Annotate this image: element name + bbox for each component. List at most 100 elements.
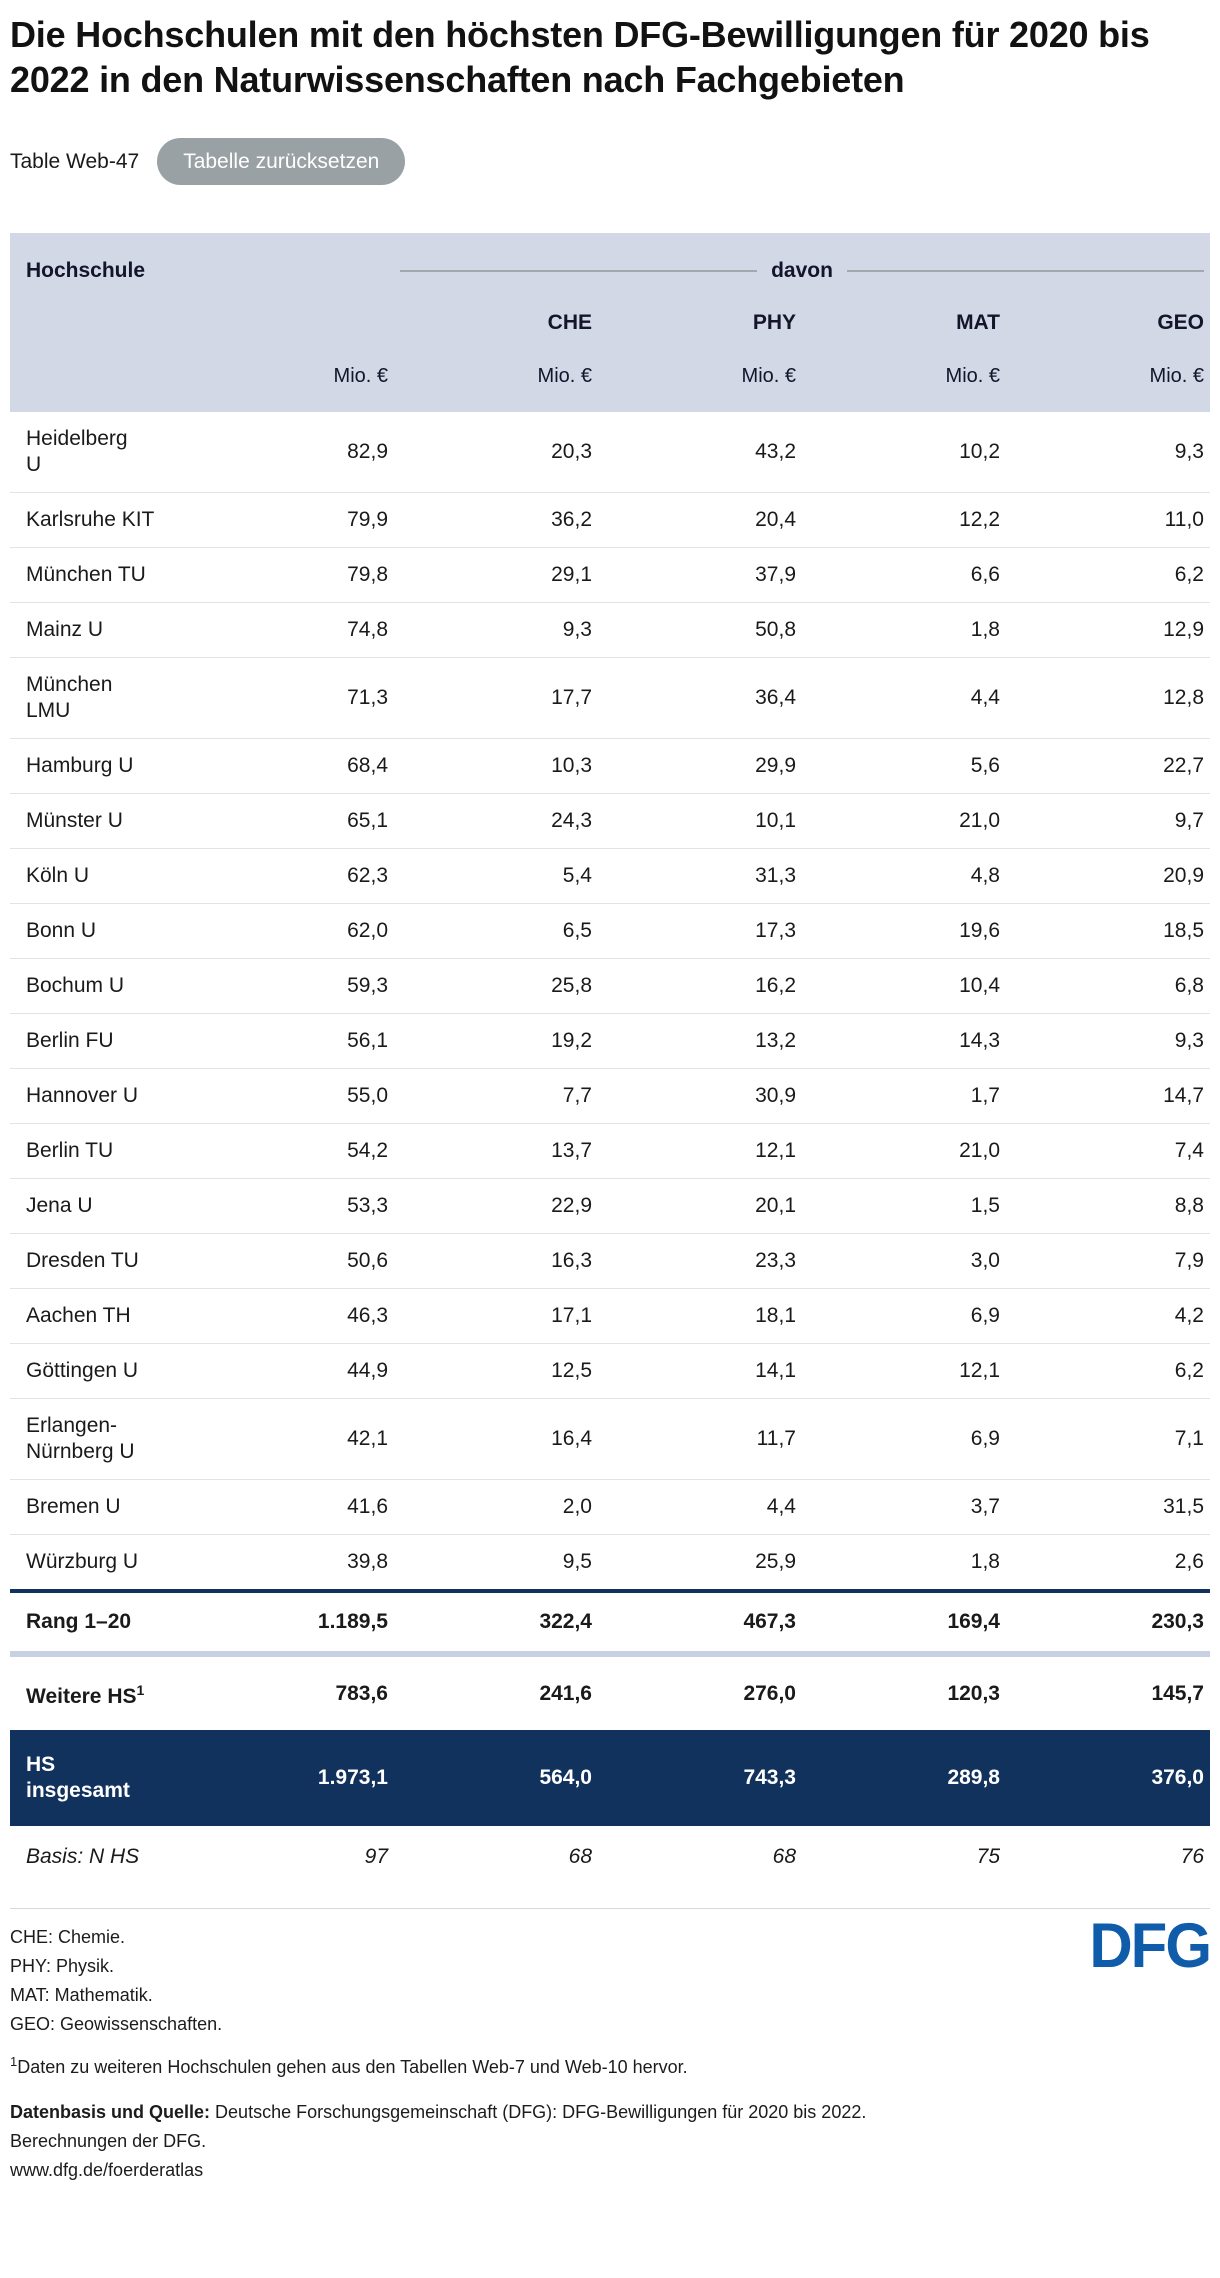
- cell-value: 7,1: [1006, 1398, 1210, 1480]
- cell-value: 29,1: [394, 547, 598, 603]
- cell-value: 56,1: [190, 1013, 394, 1069]
- cell-value: 230,3: [1006, 1589, 1210, 1657]
- cell-hochschule: Jena U: [10, 1178, 190, 1234]
- column-header-mat[interactable]: MAT: [802, 293, 1006, 349]
- cell-hochschule: Heidelberg U: [26, 427, 128, 476]
- cell-value: 14,7: [1006, 1068, 1210, 1124]
- cell-value: 3,0: [802, 1233, 1006, 1289]
- cell-rang-label: Rang 1–20: [10, 1589, 190, 1657]
- cell-value: 68: [568, 1845, 592, 1868]
- cell-value: 20,1: [598, 1178, 802, 1234]
- cell-value: 6,2: [1006, 547, 1210, 603]
- cell-value: 1,7: [802, 1068, 1006, 1124]
- cell-value: 54,2: [190, 1123, 394, 1179]
- column-header-phy[interactable]: PHY: [598, 293, 802, 349]
- header-spacer: [10, 293, 190, 349]
- cell-value: 22,9: [394, 1178, 598, 1234]
- cell-value: 7,4: [1006, 1123, 1210, 1179]
- cell-value: 76: [1180, 1845, 1204, 1868]
- cell-weitere-label: Weitere HS1: [26, 1682, 145, 1708]
- unit-label: Mio. €: [802, 349, 1006, 412]
- cell-value: 75: [976, 1845, 1000, 1868]
- cell-value: 71,3: [190, 657, 394, 739]
- cell-hochschule: Aachen TH: [10, 1288, 190, 1344]
- table-row-weitere-hs: Weitere HS1 783,6 241,6 276,0 120,3 145,…: [10, 1654, 1210, 1730]
- cell-value: 4,2: [1006, 1288, 1210, 1344]
- abbreviation-phy: PHY: Physik.: [10, 1956, 115, 1976]
- cell-value: 376,0: [1006, 1730, 1210, 1826]
- cell-basis-label: Basis: N HS: [26, 1845, 140, 1868]
- header-spacer: [10, 349, 190, 412]
- cell-value: 14,1: [598, 1343, 802, 1399]
- cell-value: 74,8: [190, 602, 394, 658]
- davon-label: davon: [771, 259, 833, 282]
- cell-value: 783,6: [335, 1681, 388, 1705]
- cell-value: 3,7: [802, 1479, 1006, 1535]
- cell-value: 19,2: [394, 1013, 598, 1069]
- cell-hochschule: Münster U: [10, 793, 190, 849]
- cell-value: 5,6: [802, 738, 1006, 794]
- cell-value: 20,4: [598, 492, 802, 548]
- header-spacer: [190, 293, 394, 349]
- table-row: Bochum U 59,3 25,8 16,2 10,4 6,8: [10, 958, 1210, 1014]
- table-row: München TU 79,8 29,1 37,9 6,6 6,2: [10, 547, 1210, 603]
- column-header-hochschule[interactable]: Hochschule: [10, 233, 190, 293]
- table-row: Mainz U 74,8 9,3 50,8 1,8 12,9: [10, 602, 1210, 658]
- cell-hochschule: Karlsruhe KIT: [10, 492, 190, 548]
- cell-value: 11,7: [598, 1398, 802, 1480]
- cell-value: 564,0: [394, 1730, 598, 1826]
- cell-value: 43,2: [755, 440, 796, 463]
- cell-value: 467,3: [598, 1589, 802, 1657]
- footnote: 1Daten zu weiteren Hochschulen gehen aus…: [10, 2054, 688, 2077]
- cell-value: 18,1: [598, 1288, 802, 1344]
- cell-value: 21,0: [802, 793, 1006, 849]
- column-header-che[interactable]: CHE: [394, 293, 598, 349]
- cell-value: 65,1: [190, 793, 394, 849]
- cell-hochschule: Göttingen U: [10, 1343, 190, 1399]
- cell-value: 36,4: [598, 657, 802, 739]
- cell-value: 1.973,1: [190, 1730, 394, 1826]
- table-header: Hochschule davon CHE PHY MAT GEO: [10, 233, 1210, 412]
- table-row: Erlangen- Nürnberg U 42,1 16,4 11,7 6,9 7,1: [10, 1398, 1210, 1480]
- abbreviation-geo: GEO: Geowissenschaften.: [10, 2014, 223, 2034]
- cell-value: 36,2: [394, 492, 598, 548]
- cell-value: 10,3: [394, 738, 598, 794]
- table-id-label: Table Web-47: [10, 149, 140, 173]
- cell-hochschule: Köln U: [10, 848, 190, 904]
- cell-hochschule: Bonn U: [10, 903, 190, 959]
- cell-value: 6,2: [1006, 1343, 1210, 1399]
- cell-value: 289,8: [802, 1730, 1006, 1826]
- cell-value: 50,6: [190, 1233, 394, 1289]
- cell-value: 4,4: [802, 657, 1006, 739]
- header-row-subjects: CHE PHY MAT GEO: [10, 293, 1210, 349]
- cell-value: 1,8: [802, 1534, 1006, 1591]
- cell-hochschule: Bochum U: [10, 958, 190, 1014]
- column-header-geo[interactable]: GEO: [1006, 293, 1210, 349]
- header-row-units: Mio. € Mio. € Mio. € Mio. € Mio. €: [10, 349, 1210, 412]
- cell-value: 6,6: [802, 547, 1006, 603]
- cell-value: 6,9: [802, 1398, 1006, 1480]
- cell-value: 68: [772, 1845, 796, 1868]
- cell-value: 1.189,5: [190, 1589, 394, 1657]
- footer-divider: [10, 1908, 1210, 1909]
- davon-right-rule: [846, 270, 1204, 272]
- cell-value: 5,4: [394, 848, 598, 904]
- cell-value: 7,7: [394, 1068, 598, 1124]
- cell-value: 25,9: [598, 1534, 802, 1591]
- cell-value: 1,8: [802, 602, 1006, 658]
- footnote-marker: 1: [10, 2054, 18, 2069]
- cell-value: 1,5: [802, 1178, 1006, 1234]
- table-row: Hamburg U 68,4 10,3 29,9 5,6 22,7: [10, 738, 1210, 794]
- cell-value: 62,0: [190, 903, 394, 959]
- subheader: Table Web-47 Tabelle zurücksetzen: [10, 138, 1210, 185]
- cell-value: 23,3: [598, 1233, 802, 1289]
- cell-value: 17,7: [394, 657, 598, 739]
- cell-value: 12,1: [598, 1123, 802, 1179]
- cell-value: 11,0: [1006, 492, 1210, 548]
- source-url[interactable]: www.dfg.de/foerderatlas: [10, 2160, 204, 2180]
- cell-hochschule: Erlangen- Nürnberg U: [10, 1398, 190, 1480]
- table-row-basis: Basis: N HS 97 68 68 75 76: [10, 1826, 1210, 1888]
- cell-value: 24,3: [394, 793, 598, 849]
- cell-value: 145,7: [1151, 1681, 1204, 1705]
- reset-table-button[interactable]: Tabelle zurücksetzen: [157, 138, 406, 185]
